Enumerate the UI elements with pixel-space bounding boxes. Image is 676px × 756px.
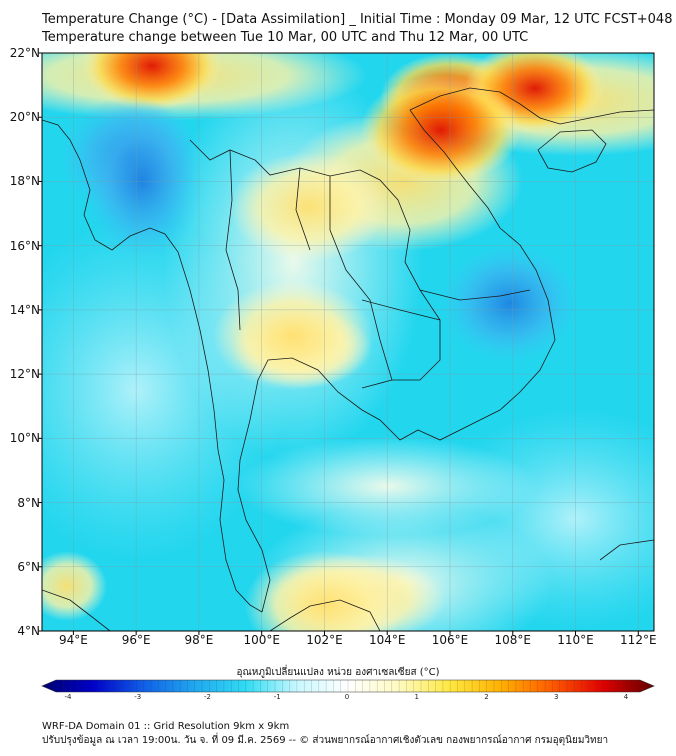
lat-label: 22°N bbox=[9, 46, 40, 60]
map-frame bbox=[41, 52, 655, 632]
colorbar-tick-label: 0 bbox=[344, 693, 350, 701]
temperature-field bbox=[42, 53, 654, 631]
chart-subtitle: Temperature change between Tue 10 Mar, 0… bbox=[42, 30, 529, 45]
lon-label: 96°E bbox=[121, 633, 151, 647]
colorbar-tick-label: -1 bbox=[273, 693, 281, 701]
lon-label: 104°E bbox=[368, 633, 406, 647]
colorbar-tick-label: 1 bbox=[414, 693, 419, 701]
footer-update-info: ปรับปรุงข้อมูล ณ เวลา 19:00น. วัน จ. ที่… bbox=[42, 735, 609, 746]
coastlines-borders bbox=[42, 87, 654, 631]
warm-north-myanmar bbox=[81, 53, 222, 111]
mild-north-thailand bbox=[228, 152, 389, 263]
lon-label: 108°E bbox=[494, 633, 532, 647]
lon-label: 102°E bbox=[306, 633, 343, 647]
colorbar-tick-label: -3 bbox=[134, 693, 142, 701]
chart-title: Temperature Change (°C) - [Data Assimila… bbox=[42, 12, 673, 27]
colorbar-tick-label: 4 bbox=[623, 693, 629, 701]
mild-central-thailand bbox=[213, 280, 374, 391]
lon-label: 98°E bbox=[184, 633, 214, 647]
lon-label: 112°E bbox=[620, 633, 657, 647]
footer-model-info: WRF-DA Domain 01 :: Grid Resolution 9km … bbox=[42, 721, 290, 732]
graticule bbox=[42, 53, 654, 631]
colorbar-tick-label: 3 bbox=[554, 693, 559, 701]
colorbar-tick-label: -4 bbox=[64, 693, 72, 701]
lon-label: 106°E bbox=[431, 633, 469, 647]
lat-label: 20°N bbox=[9, 110, 40, 125]
lat-label: 12°N bbox=[9, 367, 40, 382]
yellow-area bbox=[42, 551, 108, 622]
lon-label: 94°E bbox=[58, 633, 88, 647]
axis-ticks bbox=[38, 52, 639, 635]
colorbar-title: อุณหภูมิเปลี่ยนแปลง หน่วย องศาเซลเซียส (… bbox=[236, 667, 440, 678]
colorbar-tick-label: -2 bbox=[204, 693, 211, 701]
lon-label: 100°E bbox=[243, 633, 280, 647]
colorbar-tick-label: 2 bbox=[484, 693, 489, 701]
lat-label: 6°N bbox=[17, 559, 40, 574]
cool-south-vietnam bbox=[439, 243, 580, 364]
lat-label: 18°N bbox=[9, 174, 40, 189]
lon-label: 110°E bbox=[557, 633, 594, 647]
lat-label: 4°N bbox=[17, 624, 40, 638]
warm-north-vietnam-core bbox=[360, 75, 521, 186]
lat-label: 16°N bbox=[9, 238, 40, 253]
lat-label: 10°N bbox=[9, 431, 40, 446]
lat-label: 8°N bbox=[17, 495, 40, 510]
colorbar bbox=[41, 679, 655, 693]
lat-label: 14°N bbox=[9, 302, 40, 317]
